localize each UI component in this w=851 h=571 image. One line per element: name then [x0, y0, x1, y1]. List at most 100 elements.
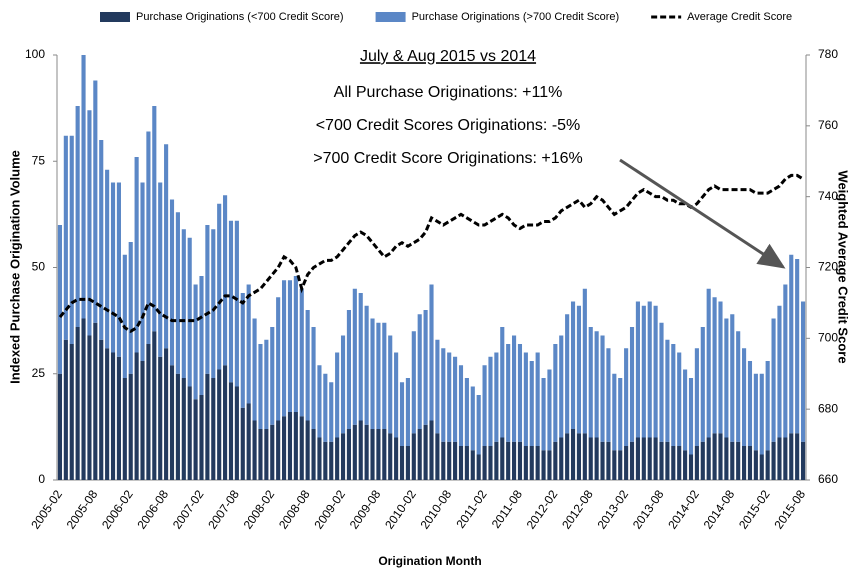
- bar: [694, 446, 699, 480]
- bar: [105, 348, 110, 480]
- y-tick-label: 75: [32, 153, 46, 167]
- bar: [500, 327, 505, 438]
- bar: [311, 327, 316, 429]
- bar: [712, 433, 717, 480]
- bar: [559, 437, 564, 480]
- bar: [264, 429, 269, 480]
- bar: [547, 450, 552, 480]
- annotation-title: July & Aug 2015 vs 2014: [360, 48, 536, 65]
- bar: [146, 344, 151, 480]
- bar: [405, 378, 410, 446]
- bar: [364, 305, 369, 425]
- bar: [270, 327, 275, 425]
- bar: [158, 356, 163, 480]
- bar: [635, 437, 640, 480]
- bar: [358, 293, 363, 421]
- bar: [128, 373, 133, 480]
- bar: [411, 331, 416, 434]
- bar: [659, 441, 664, 480]
- bar: [299, 416, 304, 480]
- bar: [718, 433, 723, 480]
- bar: [358, 420, 363, 480]
- bar: [394, 352, 399, 438]
- x-tick-label: 2006-08: [134, 487, 171, 531]
- bar: [494, 352, 499, 442]
- bar: [506, 344, 511, 442]
- bar: [317, 365, 322, 438]
- bar: [800, 441, 806, 480]
- bar: [453, 356, 458, 442]
- y2-tick-label: 780: [818, 47, 838, 61]
- bar: [246, 284, 251, 404]
- bar: [771, 441, 776, 480]
- bar: [193, 284, 198, 400]
- bar: [624, 446, 629, 480]
- bar: [565, 433, 570, 480]
- bar: [659, 322, 664, 442]
- bar: [629, 441, 635, 480]
- bar: [795, 259, 800, 434]
- bar: [535, 352, 540, 446]
- bar: [399, 382, 405, 446]
- bar: [747, 446, 753, 480]
- y-tick-label: 25: [32, 366, 46, 380]
- bar: [335, 352, 340, 438]
- bar: [223, 195, 228, 366]
- bar: [116, 182, 121, 357]
- bar: [624, 348, 629, 446]
- bar: [570, 301, 576, 429]
- bar: [423, 310, 428, 425]
- y-tick-label: 0: [38, 472, 45, 486]
- y2-tick-label: 760: [818, 118, 838, 132]
- y2-tick-label: 700: [818, 331, 838, 345]
- bar: [281, 280, 287, 417]
- bar: [394, 437, 399, 480]
- bar: [541, 450, 546, 480]
- bar: [81, 318, 86, 480]
- bar: [110, 182, 116, 353]
- x-tick-label: 2014-02: [665, 487, 702, 531]
- bar: [128, 242, 133, 374]
- bar: [594, 331, 599, 438]
- bar: [677, 446, 682, 480]
- bar: [211, 229, 216, 378]
- bar: [512, 335, 517, 442]
- bar: [63, 339, 68, 480]
- bar: [700, 327, 705, 442]
- y-tick-label: 50: [32, 260, 46, 274]
- bar: [57, 225, 63, 374]
- bar: [110, 352, 116, 480]
- bar: [93, 80, 98, 323]
- bar: [335, 437, 340, 480]
- x-tick-label: 2012-08: [559, 487, 596, 531]
- bar: [181, 229, 186, 378]
- bar: [765, 450, 770, 480]
- bar: [565, 314, 570, 434]
- bar: [376, 429, 381, 480]
- bar: [423, 424, 428, 480]
- bar: [382, 322, 387, 429]
- bar: [370, 429, 375, 480]
- bar: [305, 310, 310, 421]
- bar: [217, 369, 222, 480]
- bar: [688, 454, 694, 480]
- annotation-arrow: [619, 158, 786, 269]
- bar: [158, 182, 163, 357]
- bar: [329, 382, 334, 442]
- bar: [134, 157, 139, 353]
- bar: [517, 441, 523, 480]
- bar: [688, 378, 694, 455]
- bar: [140, 361, 145, 480]
- x-tick-label: 2011-08: [489, 487, 525, 531]
- bar: [87, 335, 92, 480]
- bar: [453, 441, 458, 480]
- bar: [759, 373, 764, 455]
- bar: [600, 441, 605, 480]
- bar: [458, 365, 464, 446]
- bar: [276, 297, 281, 421]
- bar: [517, 344, 523, 442]
- bar: [69, 344, 74, 480]
- bar: [783, 284, 788, 438]
- x-tick-label: 2012-02: [524, 487, 561, 531]
